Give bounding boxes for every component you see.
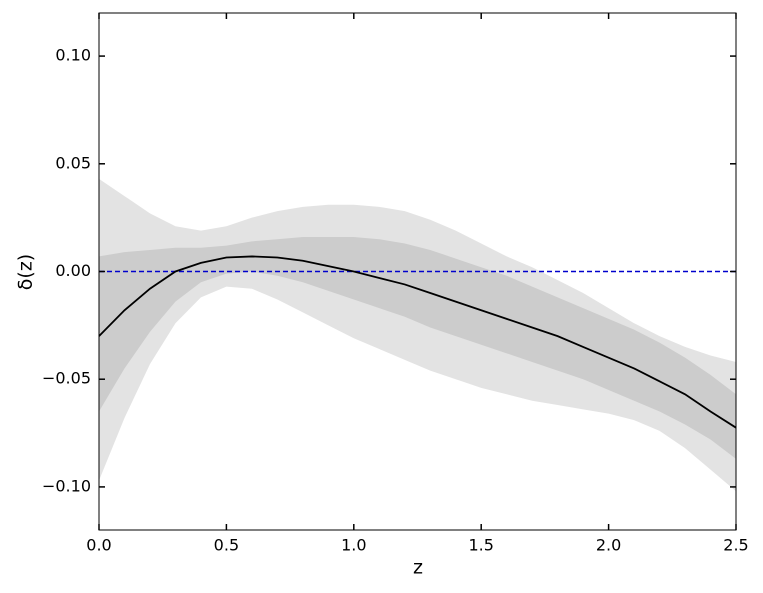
x-tick-label: 0.5 [214,536,239,555]
y-tick-label: −0.10 [42,476,91,495]
y-tick-label: 0.00 [55,261,91,280]
x-tick-label: 1.0 [341,536,366,555]
y-tick-label: 0.05 [55,153,91,172]
x-tick-label: 2.5 [723,536,748,555]
confidence-band [99,237,736,459]
y-tick-label: −0.05 [42,369,91,388]
y-axis-label: δ(z) [15,254,37,290]
x-axis-label: z [413,557,423,579]
x-tick-label: 0.0 [86,536,111,555]
y-tick-label: 0.10 [55,46,91,65]
line [98,255,737,429]
x-tick-label: 2.0 [596,536,621,555]
x-tick-label: 1.5 [468,536,493,555]
